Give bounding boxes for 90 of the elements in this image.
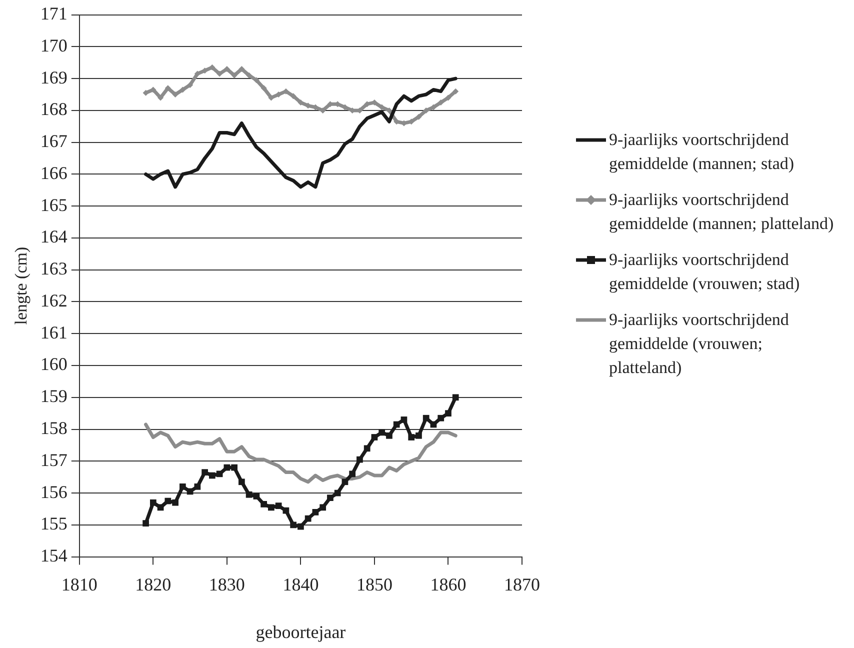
y-tick-label: 158 [40, 418, 68, 438]
point [164, 85, 171, 92]
point [158, 94, 164, 101]
point [452, 394, 459, 401]
point [290, 522, 297, 528]
point [298, 523, 304, 530]
y-tick-label: 167 [40, 131, 68, 152]
legend-label: 9-jaarlijks voortschrijdend gemiddelde (vrouwen; stad) [609, 249, 801, 295]
y-tick-label: 162 [40, 290, 68, 310]
legend-label: 9-jaarlijks voortschrijdend gemiddelde (mannen; platteland) [609, 189, 835, 235]
point [327, 494, 334, 501]
point [378, 429, 386, 436]
point [216, 470, 223, 478]
point [416, 432, 422, 439]
y-tick-label: 168 [40, 99, 68, 120]
y-tick-label: 170 [40, 35, 68, 56]
point [393, 421, 400, 428]
point [386, 107, 392, 114]
point [142, 520, 149, 527]
y-tick-label: 157 [40, 450, 68, 470]
y-tick-label: 160 [40, 354, 68, 374]
point [438, 99, 444, 106]
point [187, 82, 194, 88]
x-tick-label: 1860 [430, 574, 466, 594]
point [282, 507, 290, 514]
x-tick-label: 1830 [208, 574, 245, 594]
y-tick-label: 169 [40, 67, 68, 88]
y-tick-label: 163 [40, 258, 68, 279]
point [260, 501, 267, 508]
y-tick-label: 164 [40, 226, 68, 247]
point [194, 483, 201, 490]
point [356, 456, 363, 463]
point [312, 508, 319, 516]
point [238, 478, 245, 486]
point [422, 414, 430, 422]
point [290, 93, 296, 100]
point [238, 66, 245, 72]
point [342, 478, 348, 486]
point [416, 114, 422, 120]
point [209, 472, 216, 479]
y-tick-label: 154 [40, 546, 68, 566]
point [275, 502, 282, 509]
point [253, 77, 260, 84]
legend-label: 9-jaarlijks voortschrijdend gemiddelde (mannen; stad) [609, 129, 796, 175]
point [231, 464, 238, 471]
point [172, 92, 178, 98]
point [179, 483, 186, 490]
x-tick-label: 1840 [282, 574, 319, 594]
point [246, 491, 252, 498]
x-tick-label: 1820 [135, 574, 172, 594]
point [231, 72, 238, 78]
point [150, 499, 156, 506]
point [246, 72, 252, 78]
point [172, 499, 178, 506]
point [157, 504, 164, 511]
point [224, 66, 230, 72]
point [253, 493, 260, 500]
point [438, 414, 444, 422]
point [320, 504, 326, 511]
point [304, 515, 312, 522]
point [408, 434, 415, 440]
point [386, 432, 392, 439]
point [349, 470, 356, 478]
point [216, 70, 223, 77]
point [371, 434, 378, 440]
y-axis-title: lengte (cm) [12, 246, 31, 325]
x-tick-label: 1850 [356, 574, 392, 594]
y-tick-label: 166 [40, 162, 68, 183]
point [180, 86, 186, 93]
x-tick-label: 1870 [504, 574, 540, 594]
x-tick-label: 1810 [61, 574, 98, 594]
y-tick-label: 161 [40, 322, 68, 342]
point [364, 445, 370, 452]
point [164, 498, 172, 504]
point [400, 416, 408, 423]
y-tick-label: 155 [40, 514, 68, 534]
y-tick-label: 156 [40, 482, 68, 502]
y-tick-label: 159 [40, 386, 68, 406]
point [202, 469, 208, 476]
point [445, 410, 452, 417]
point [334, 490, 341, 496]
point [452, 88, 459, 94]
point [445, 94, 452, 101]
y-tick-label: 171 [40, 4, 68, 24]
point [268, 504, 274, 511]
legend-label: 9-jaarlijks voortschrijdend gemiddelde (vrouwen; platteland) [609, 309, 790, 379]
point [194, 70, 200, 77]
y-tick-label: 165 [40, 194, 68, 215]
point [260, 85, 267, 92]
x-axis-title: geboortejaar [256, 622, 346, 642]
